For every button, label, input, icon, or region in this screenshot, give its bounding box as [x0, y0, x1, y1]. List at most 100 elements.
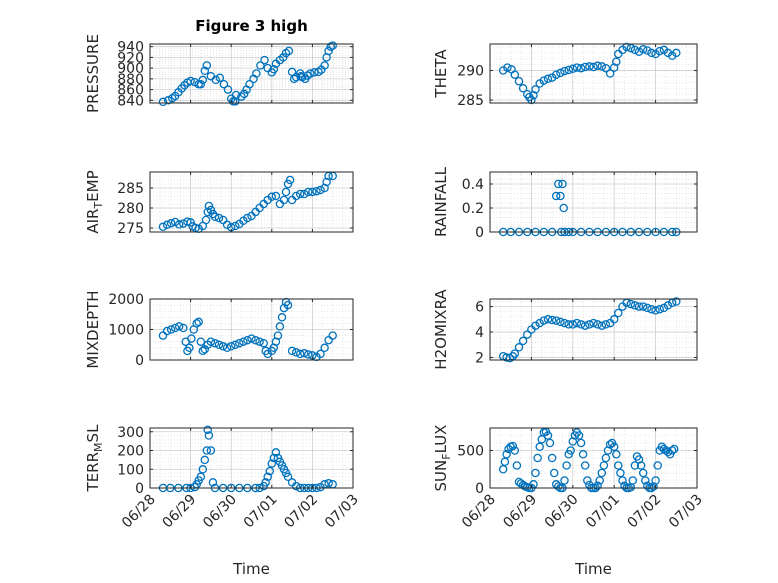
- axes-box: [489, 427, 698, 489]
- data-point: [641, 476, 650, 485]
- data-point: [543, 315, 553, 324]
- data-point: [287, 346, 297, 356]
- y-tick-label: 500: [457, 444, 484, 460]
- data-point: [196, 472, 206, 482]
- x-axis-label: Time: [574, 560, 612, 578]
- x-tick-label: 06/30: [542, 492, 582, 532]
- x-tick-label: 06/30: [200, 492, 240, 532]
- data-point: [162, 220, 172, 230]
- data-point: [595, 476, 604, 485]
- data-point: [597, 321, 607, 330]
- data-point: [574, 431, 584, 440]
- data-point: [531, 85, 540, 94]
- data-point: [622, 42, 631, 52]
- data-point: [609, 315, 619, 324]
- data-point: [269, 453, 279, 463]
- data-point: [601, 63, 611, 73]
- data-point: [231, 221, 240, 231]
- data-point: [174, 322, 184, 331]
- subplot-h2omixra: 2 4 6 H2OMIXRA: [432, 289, 698, 370]
- data-point: [263, 472, 272, 482]
- data-point: [653, 461, 662, 470]
- y-tick-label: 0: [135, 353, 144, 369]
- data-point: [500, 457, 510, 467]
- y-axis-label-main: MIXDEPTH: [84, 290, 102, 368]
- data-point: [529, 91, 538, 100]
- data-point: [556, 68, 565, 78]
- x-tick-label: 06/28: [119, 492, 159, 532]
- data-point: [283, 300, 293, 310]
- y-axis-label: SUNFLUX: [432, 425, 453, 492]
- data-point: [186, 76, 195, 86]
- y-axis-label: AIRTEMP: [84, 170, 105, 233]
- y-axis-label-sub: F: [440, 453, 453, 459]
- y-tick-label: 2: [475, 350, 484, 366]
- data-point: [498, 66, 508, 75]
- data-point: [601, 320, 611, 329]
- data-point: [208, 478, 218, 487]
- data-point: [576, 320, 586, 329]
- data-point: [218, 342, 228, 351]
- data-point: [630, 461, 640, 470]
- data-point: [647, 304, 656, 314]
- x-axis-label: Time: [232, 560, 270, 578]
- data-point: [194, 317, 203, 327]
- subplot-terrmsl: 0 100 200 300 06/28 06/29 06/30 07/01 07/02 07/03…: [84, 424, 362, 578]
- data-point: [320, 343, 329, 353]
- data-point: [204, 431, 214, 440]
- data-point: [539, 316, 549, 325]
- data-point: [566, 446, 575, 455]
- data-point: [196, 79, 206, 89]
- data-point: [634, 302, 644, 311]
- data-point: [273, 331, 283, 340]
- data-point: [576, 63, 586, 73]
- data-point: [568, 64, 578, 74]
- subplot-sunflux: 0 500 06/28 06/29 06/30 07/01 07/02 07/03 Time SU…: [432, 425, 706, 578]
- data-point: [502, 353, 511, 362]
- data-point: [554, 179, 563, 189]
- data-point: [226, 342, 236, 351]
- data-point: [614, 461, 623, 470]
- data-point: [564, 320, 573, 329]
- data-point: [523, 330, 532, 339]
- y-tick-label: 840: [117, 93, 144, 109]
- data-point: [201, 215, 211, 225]
- y-tick-label: 300: [117, 425, 144, 441]
- data-point: [174, 220, 184, 229]
- data-point: [284, 46, 294, 56]
- data-point: [580, 461, 590, 470]
- data-point: [267, 192, 277, 202]
- data-point: [255, 337, 264, 346]
- data-point: [239, 337, 248, 346]
- x-tick-label: 06/28: [459, 492, 499, 532]
- y-tick-label: 4: [475, 325, 484, 341]
- data-point: [601, 453, 611, 463]
- data-point: [597, 468, 607, 478]
- data-point: [275, 322, 285, 331]
- data-point: [533, 453, 542, 463]
- data-point: [252, 69, 261, 78]
- data-point: [312, 186, 321, 196]
- y-tick-label: 200: [117, 444, 144, 460]
- subplot-mixdepth: 0 1000 2000 MIXDEPTH: [84, 290, 354, 369]
- data-point: [630, 301, 640, 310]
- data-point: [547, 453, 557, 463]
- data-point: [543, 431, 553, 440]
- y-tick-label: 6: [475, 300, 484, 316]
- data-point: [200, 455, 210, 465]
- data-point: [585, 320, 594, 329]
- data-point: [239, 89, 249, 99]
- data-point: [215, 73, 225, 83]
- data-point: [514, 343, 524, 352]
- data-point: [200, 66, 210, 76]
- y-tick-label: 285: [117, 181, 144, 197]
- data-point: [647, 48, 656, 58]
- data-point: [164, 96, 173, 105]
- data-point: [231, 90, 241, 100]
- y-axis-label: TERRMSL: [84, 424, 105, 493]
- data-point: [589, 62, 598, 72]
- data-point: [304, 187, 313, 197]
- data-point: [597, 62, 607, 71]
- data-point: [634, 47, 644, 56]
